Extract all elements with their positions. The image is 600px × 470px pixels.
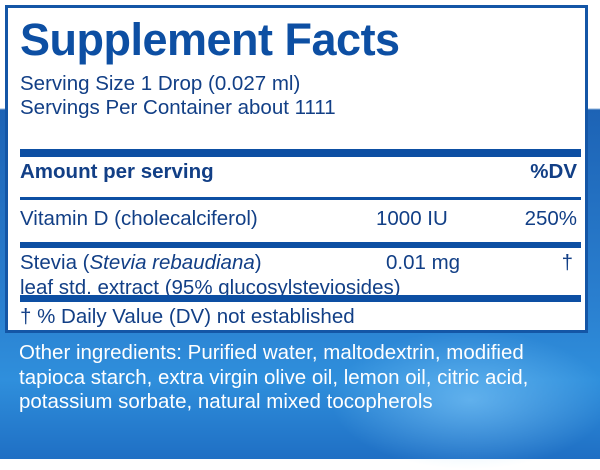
latin-name: Stevia rebaudiana xyxy=(89,251,255,274)
nutrient-dv: 250% xyxy=(524,207,577,230)
divider-thick xyxy=(20,149,581,157)
other-ingredients: Other ingredients: Purified water, malto… xyxy=(19,341,529,413)
nutrient-amount: 0.01 mg xyxy=(386,251,461,274)
nutrient-dv: † xyxy=(561,251,573,274)
header-dv: %DV xyxy=(530,160,577,183)
nutrient-detail: leaf std. extract (95% glucosylsteviosid… xyxy=(20,276,401,299)
background-glow xyxy=(330,330,600,470)
header-amount: Amount per serving xyxy=(20,160,214,183)
divider-thick xyxy=(20,242,581,248)
servings-per-container: Servings Per Container about 1111 xyxy=(20,96,336,119)
divider-thick xyxy=(20,295,581,302)
nutrient-amount: 1000 IU xyxy=(376,207,448,230)
name-suffix: ) xyxy=(254,251,262,274)
supplement-facts-panel: Supplement Facts Serving Size 1 Drop (0.… xyxy=(5,5,588,333)
divider-thin xyxy=(20,197,581,200)
footnote: † % Daily Value (DV) not established xyxy=(20,305,355,328)
serving-size: Serving Size 1 Drop (0.027 ml) xyxy=(20,72,301,95)
name-prefix: Stevia ( xyxy=(20,251,90,274)
nutrient-name: Vitamin D (cholecalciferol) xyxy=(20,207,258,230)
nutrient-name: Stevia (Stevia rebaudiana) xyxy=(20,251,262,275)
panel-title: Supplement Facts xyxy=(20,14,400,65)
